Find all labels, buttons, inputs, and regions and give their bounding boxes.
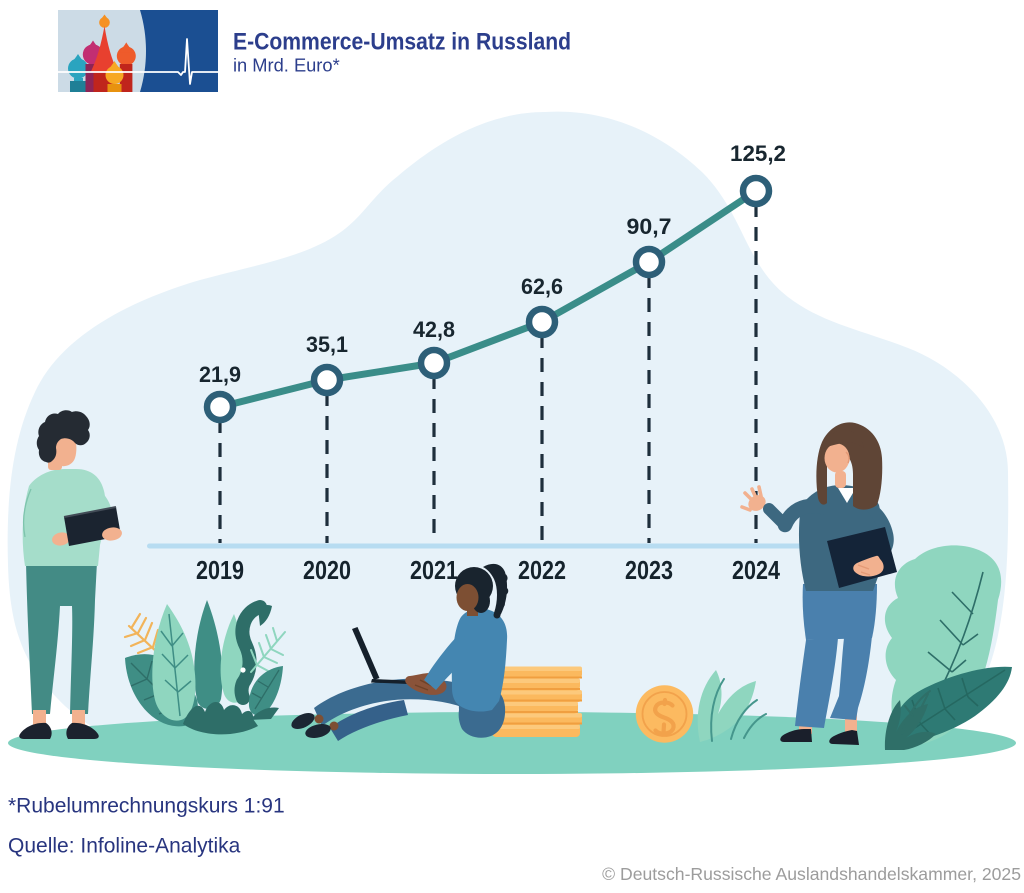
svg-text:125,2: 125,2 [730,141,786,166]
svg-text:2023: 2023 [625,555,673,585]
svg-text:35,1: 35,1 [306,332,348,357]
svg-text:42,8: 42,8 [413,317,455,342]
svg-text:Quelle: Infoline-Analytika: Quelle: Infoline-Analytika [8,835,241,858]
svg-text:62,6: 62,6 [521,274,563,299]
svg-text:2021: 2021 [410,555,458,585]
svg-text:90,7: 90,7 [627,214,672,239]
svg-text:*Rubelumrechnungskurs 1:91: *Rubelumrechnungskurs 1:91 [8,795,285,818]
svg-text:in Mrd. Euro*: in Mrd. Euro* [233,55,340,76]
svg-text:2024: 2024 [732,555,780,585]
svg-text:E-Commerce-Umsatz in Russland: E-Commerce-Umsatz in Russland [233,29,571,56]
svg-text:21,9: 21,9 [199,362,241,387]
svg-text:© Deutsch-Russische Auslandsha: © Deutsch-Russische Auslandshandelskamme… [602,864,1021,884]
svg-text:2020: 2020 [303,555,351,585]
svg-text:2019: 2019 [196,555,244,585]
svg-text:2022: 2022 [518,555,566,585]
